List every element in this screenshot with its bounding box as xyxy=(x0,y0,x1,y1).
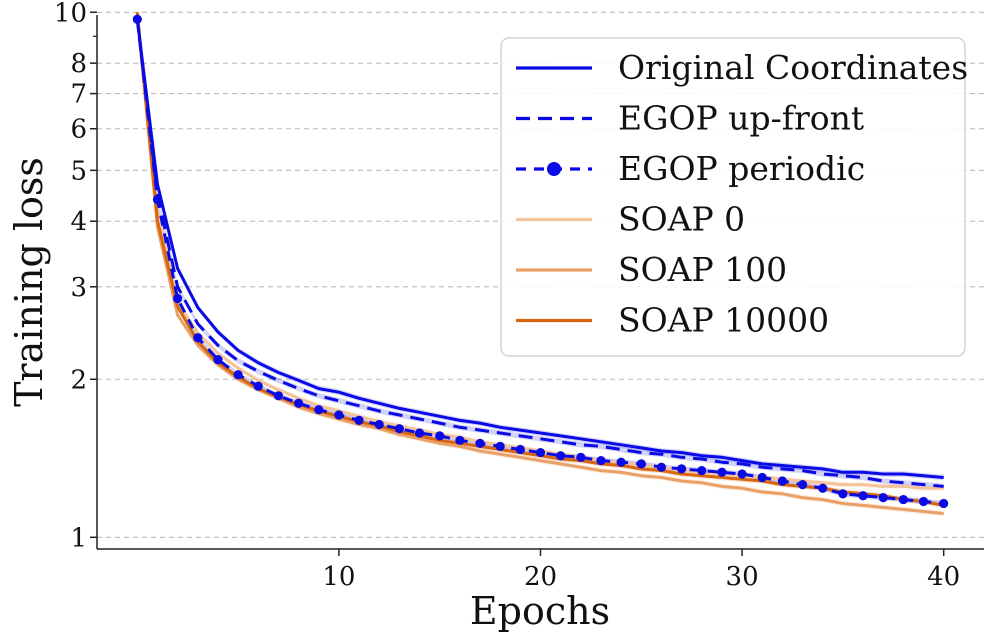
legend-marker xyxy=(547,162,561,176)
data-point-marker xyxy=(797,480,808,490)
y-tick-label: 4 xyxy=(70,207,87,237)
data-point-marker xyxy=(556,451,566,461)
y-tick-label: 6 xyxy=(70,115,87,145)
series-line-2 xyxy=(135,19,944,505)
tick-marks xyxy=(90,11,945,556)
data-point-marker xyxy=(898,494,908,505)
tick-labels: 1 2 3 4 5 6 78 10 10 20 30 40 xyxy=(54,0,960,592)
series-line-0 xyxy=(135,19,944,479)
x-tick-label: 30 xyxy=(726,562,759,592)
y-tick-label: 10 xyxy=(54,0,87,28)
data-point-marker xyxy=(374,419,384,430)
y-tick-label: 8 xyxy=(70,49,87,79)
data-point-marker xyxy=(273,391,284,401)
data-point-marker xyxy=(293,398,304,408)
data-point-marker xyxy=(515,444,525,455)
y-tick-label: 1 xyxy=(70,523,87,553)
data-point-marker xyxy=(354,415,364,425)
data-point-marker xyxy=(656,462,667,472)
data-point-marker xyxy=(596,455,606,466)
y-tick-label: 3 xyxy=(70,273,87,303)
data-point-marker xyxy=(414,428,425,438)
legend-label-3: SOAP 0 xyxy=(618,200,745,239)
data-point-marker xyxy=(314,405,324,415)
data-point-marker xyxy=(677,464,687,474)
legend: Original Coordinates EGOP up-front EGOP pe… xyxy=(500,37,968,357)
data-point-marker xyxy=(253,381,263,391)
series-line-1 xyxy=(135,19,944,488)
data-point-marker xyxy=(152,194,163,205)
data-point-marker xyxy=(213,355,223,365)
data-point-marker xyxy=(697,465,707,476)
legend-label-2: EGOP periodic xyxy=(618,149,865,188)
y-axis-label: Training loss xyxy=(7,157,51,407)
x-tick-label: 10 xyxy=(322,562,355,592)
data-point-marker xyxy=(455,435,465,445)
data-point-marker xyxy=(777,476,788,486)
data-point-marker xyxy=(475,438,485,448)
x-axis-label: Epochs xyxy=(470,589,610,633)
legend-label-0: Original Coordinates xyxy=(618,48,968,87)
series-lines xyxy=(135,12,944,515)
y-tick-label: 5 xyxy=(70,156,87,186)
data-point-marker xyxy=(878,493,888,503)
series-markers xyxy=(132,14,949,509)
data-point-marker xyxy=(818,483,828,493)
data-point-marker xyxy=(495,441,505,451)
data-point-marker xyxy=(435,431,445,441)
data-point-marker xyxy=(858,491,868,501)
x-tick-label: 40 xyxy=(927,562,960,592)
data-point-marker xyxy=(636,459,646,469)
y-tick-label: 2 xyxy=(70,365,87,395)
data-point-marker xyxy=(173,293,183,304)
data-point-marker xyxy=(757,472,767,483)
x-tick-label: 20 xyxy=(524,562,557,592)
legend-box xyxy=(500,37,966,357)
data-point-marker xyxy=(193,333,203,343)
data-point-marker xyxy=(334,410,344,420)
data-point-marker xyxy=(616,457,626,467)
data-point-marker xyxy=(939,498,949,509)
data-point-marker xyxy=(838,489,848,499)
data-point-marker xyxy=(737,469,747,479)
data-point-marker xyxy=(576,452,586,462)
data-point-marker xyxy=(717,467,727,477)
legend-label-4: SOAP 100 xyxy=(618,250,787,289)
legend-label-5: SOAP 10000 xyxy=(618,301,829,340)
axis-spines xyxy=(96,15,984,550)
data-point-marker xyxy=(535,447,546,458)
data-point-marker xyxy=(918,496,929,507)
data-point-marker xyxy=(394,424,404,434)
data-point-marker xyxy=(132,14,142,24)
data-point-marker xyxy=(233,370,243,380)
y-tick-label: 7 xyxy=(70,80,87,110)
legend-label-1: EGOP up-front xyxy=(618,99,864,138)
